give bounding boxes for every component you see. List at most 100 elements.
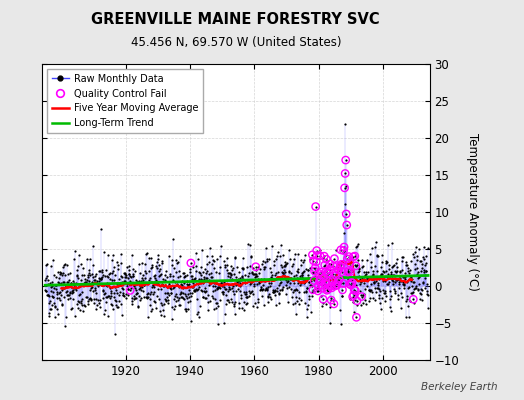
Point <box>162 268 170 274</box>
Point <box>350 290 358 296</box>
Point <box>396 277 404 284</box>
Point <box>390 279 399 285</box>
Point <box>392 276 401 283</box>
Point <box>96 297 104 304</box>
Point <box>417 268 425 274</box>
Point <box>278 269 287 275</box>
Point <box>336 320 345 327</box>
Point <box>260 276 268 282</box>
Point <box>285 283 293 290</box>
Point <box>237 274 246 280</box>
Point <box>82 279 91 286</box>
Point <box>134 303 143 310</box>
Point <box>191 277 200 283</box>
Point <box>175 268 183 274</box>
Point <box>49 289 57 295</box>
Point <box>126 272 134 279</box>
Point <box>415 281 423 288</box>
Point <box>102 273 111 280</box>
Point <box>231 255 239 261</box>
Point <box>83 256 91 262</box>
Point <box>370 262 379 269</box>
Point <box>331 265 339 272</box>
Point <box>382 260 390 267</box>
Point <box>230 303 238 310</box>
Point <box>334 267 343 273</box>
Point <box>407 258 416 264</box>
Point <box>376 273 384 280</box>
Point <box>362 277 370 284</box>
Point <box>236 292 245 298</box>
Point <box>410 260 419 267</box>
Point <box>277 279 285 286</box>
Point <box>52 274 60 280</box>
Point <box>250 281 258 287</box>
Point <box>331 283 340 289</box>
Point <box>369 267 377 274</box>
Point <box>374 282 382 289</box>
Point <box>267 277 276 283</box>
Point <box>184 280 193 287</box>
Point <box>274 269 282 276</box>
Point <box>350 287 358 293</box>
Point <box>310 264 318 271</box>
Point <box>403 302 412 309</box>
Point <box>253 276 261 283</box>
Point <box>316 276 325 283</box>
Point <box>113 290 121 296</box>
Point <box>144 280 152 286</box>
Point <box>190 287 198 294</box>
Point <box>356 281 365 288</box>
Point <box>291 272 300 278</box>
Text: Berkeley Earth: Berkeley Earth <box>421 382 498 392</box>
Point <box>256 266 264 272</box>
Point <box>123 264 132 270</box>
Point <box>325 320 334 326</box>
Point <box>228 299 236 305</box>
Point <box>90 296 98 302</box>
Point <box>224 298 233 305</box>
Point <box>182 280 191 287</box>
Point <box>264 299 272 306</box>
Point <box>305 296 314 302</box>
Point <box>270 288 279 294</box>
Point <box>168 285 177 292</box>
Point <box>48 279 57 285</box>
Point <box>309 287 317 293</box>
Point <box>416 296 424 302</box>
Point <box>225 286 234 292</box>
Point <box>337 261 346 268</box>
Point <box>114 304 122 310</box>
Point <box>110 294 118 300</box>
Point <box>254 264 263 270</box>
Point <box>288 294 297 300</box>
Point <box>269 287 277 294</box>
Point <box>147 308 156 314</box>
Point <box>182 305 191 312</box>
Point <box>290 280 299 286</box>
Point <box>320 285 329 291</box>
Point <box>73 273 81 279</box>
Point <box>177 288 185 295</box>
Point <box>227 271 236 278</box>
Point <box>97 266 106 273</box>
Point <box>155 296 163 302</box>
Point <box>299 269 307 275</box>
Point <box>333 282 341 288</box>
Point <box>344 266 352 272</box>
Point <box>178 294 186 300</box>
Point <box>156 308 165 314</box>
Point <box>358 263 366 270</box>
Point <box>129 283 138 289</box>
Point <box>318 268 326 275</box>
Point <box>367 273 376 279</box>
Point <box>220 258 228 264</box>
Point <box>173 259 182 265</box>
Point <box>137 278 145 284</box>
Point <box>389 263 397 269</box>
Point <box>421 272 430 278</box>
Point <box>410 286 419 292</box>
Point <box>151 299 160 305</box>
Point <box>398 258 407 264</box>
Point <box>104 252 112 258</box>
